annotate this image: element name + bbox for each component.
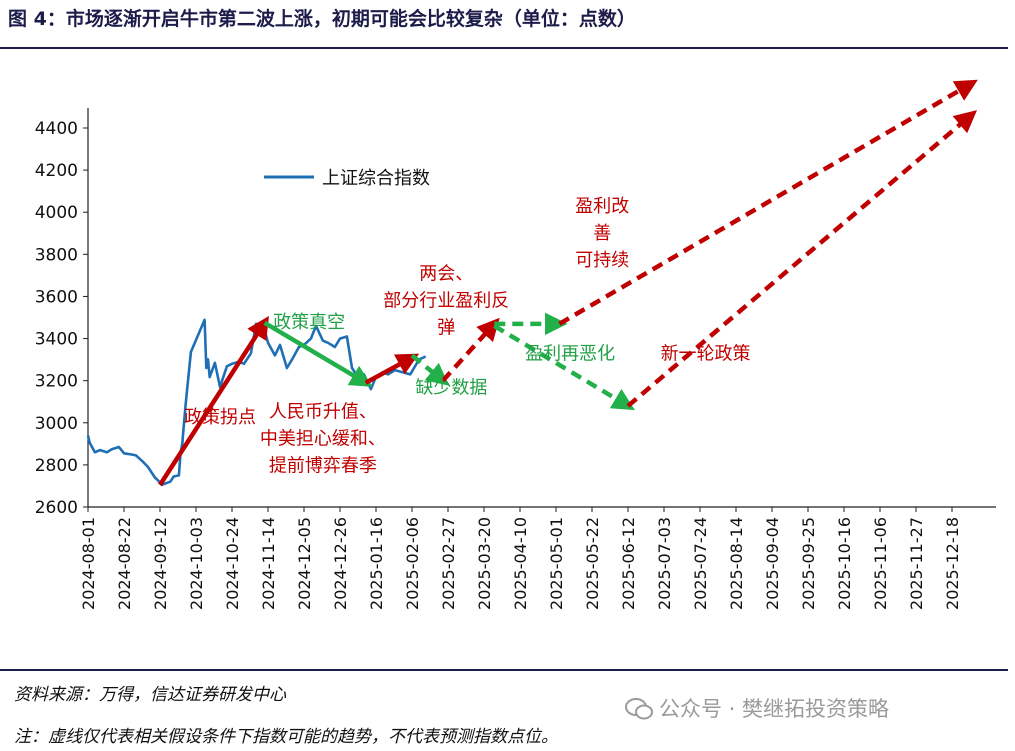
x-tick-label: 2025-05-22 xyxy=(583,517,602,610)
x-tick-label: 2025-05-01 xyxy=(547,517,566,610)
y-tick-label: 3200 xyxy=(35,372,78,392)
index-series-line xyxy=(86,318,427,487)
y-tick-label: 3800 xyxy=(35,245,78,265)
tick-labels: 2600 2800 3000 3200 3400 3600 3800 4000 4200 4400… xyxy=(35,119,962,610)
dashed-green-arrow xyxy=(410,353,450,386)
watermark: 公众号 · 樊继拓投资策略 xyxy=(625,693,889,723)
x-tick-label: 2024-11-14 xyxy=(259,517,278,610)
x-tick-label: 2025-02-06 xyxy=(403,517,422,610)
page-title: 图 4：市场逐渐开启牛市第二波上涨，初期可能会比较复杂（单位：点数） xyxy=(8,8,636,30)
annotation-text: 提前博弈春季 xyxy=(269,456,377,477)
annotation-text: 中美担心缓和、 xyxy=(260,429,386,450)
annotation-text: 盈利再恶化 xyxy=(525,344,615,365)
footer-rule xyxy=(0,669,1008,671)
annotation-text: 盈利改 xyxy=(575,196,629,217)
x-tick-label: 2025-02-27 xyxy=(439,517,458,610)
x-tick-label: 2024-08-22 xyxy=(115,517,134,610)
annotation-text: 人民币升值、 xyxy=(269,402,377,423)
solid-red-arrow xyxy=(158,315,269,487)
y-tick-label: 2800 xyxy=(35,456,78,476)
annotation-text: 部分行业盈利反 xyxy=(383,291,509,312)
y-tick-label: 4400 xyxy=(35,119,78,139)
source-note: 资料来源：万得，信达证券研发中心 xyxy=(14,685,286,705)
annotation-text: 弹 xyxy=(437,318,455,339)
axes xyxy=(83,108,996,512)
annotation-text: 善 xyxy=(593,223,611,244)
dashed-red-arrow xyxy=(441,317,500,383)
index-line-layer xyxy=(86,318,427,487)
legend-label: 上证综合指数 xyxy=(322,168,430,189)
x-tick-label: 2025-06-12 xyxy=(619,517,638,610)
annotation-text: 缺少数据 xyxy=(415,377,487,398)
x-tick-label: 2025-10-16 xyxy=(835,517,854,610)
y-tick-label: 4000 xyxy=(35,203,78,223)
annotation-text: 可持续 xyxy=(575,250,629,271)
legend: 上证综合指数 xyxy=(264,168,430,189)
y-tick-label: 3600 xyxy=(35,287,78,307)
y-tick-label: 3000 xyxy=(35,414,78,434)
x-tick-label: 2025-03-20 xyxy=(475,517,494,610)
dashed-red-arrow xyxy=(626,110,978,408)
x-tick-label: 2025-08-14 xyxy=(727,517,746,610)
x-tick-label: 2025-09-04 xyxy=(763,517,782,610)
dashed-green-arrow xyxy=(493,323,635,411)
x-tick-label: 2024-09-12 xyxy=(151,517,170,610)
x-tick-label: 2025-12-18 xyxy=(943,517,962,610)
solid-green-arrow xyxy=(263,320,373,387)
x-tick-label: 2025-07-24 xyxy=(691,517,710,610)
x-tick-label: 2024-10-24 xyxy=(223,517,242,610)
x-tick-label: 2024-12-05 xyxy=(295,517,314,610)
y-tick-label: 2600 xyxy=(35,498,78,518)
dashed-red-arrow xyxy=(558,79,978,326)
annotation-text: 政策拐点 xyxy=(184,407,256,428)
arrow-layer xyxy=(158,79,978,487)
watermark-text: 公众号 · 樊继拓投资策略 xyxy=(659,697,890,721)
annotation-text: 新一轮政策 xyxy=(661,344,751,365)
y-tick-label: 4200 xyxy=(35,161,78,181)
x-tick-label: 2025-01-16 xyxy=(367,517,386,610)
x-tick-label: 2024-10-03 xyxy=(187,517,206,610)
wechat-icon xyxy=(625,698,653,720)
footnote: 注：虚线仅代表相关假设条件下指数可能的趋势，不代表预测指数点位。 xyxy=(14,727,558,747)
annotation-text: 两会、 xyxy=(419,264,473,285)
x-tick-label: 2025-04-10 xyxy=(511,517,530,610)
title-rule xyxy=(0,47,1008,49)
x-tick-label: 2025-07-03 xyxy=(655,517,674,610)
x-tick-label: 2025-11-27 xyxy=(907,517,926,610)
annotation-text: 政策真空 xyxy=(273,312,345,333)
x-tick-label: 2024-08-01 xyxy=(79,517,98,610)
x-tick-label: 2025-11-06 xyxy=(871,517,890,610)
solid-red-arrow xyxy=(364,353,420,385)
x-tick-label: 2025-09-25 xyxy=(799,517,818,610)
y-tick-label: 3400 xyxy=(35,330,78,350)
x-tick-label: 2024-12-26 xyxy=(331,517,350,610)
